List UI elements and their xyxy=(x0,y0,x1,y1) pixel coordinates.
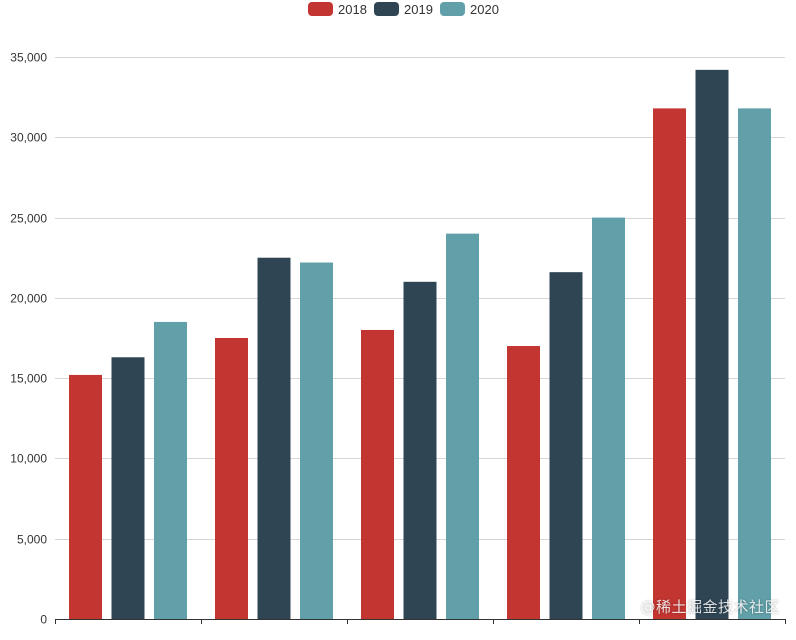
x-axis xyxy=(55,619,786,624)
bar-series xyxy=(69,69,771,620)
bar-2019[interactable] xyxy=(111,357,145,619)
legend-item-2019[interactable]: 2019 xyxy=(374,2,433,17)
bar-2020[interactable] xyxy=(738,108,771,619)
bar-2019[interactable] xyxy=(403,281,437,619)
bar-2018[interactable] xyxy=(507,346,540,619)
y-tick-label: 0 xyxy=(40,613,47,627)
bar-2018[interactable] xyxy=(69,374,102,619)
bar-2020[interactable] xyxy=(592,217,625,620)
bar-2019[interactable] xyxy=(549,272,583,619)
y-tick-label: 25,000 xyxy=(10,212,47,226)
legend-swatch xyxy=(374,2,399,16)
y-tick-label: 35,000 xyxy=(10,51,47,65)
bar-2020[interactable] xyxy=(300,262,333,619)
y-tick-label: 15,000 xyxy=(10,372,47,386)
bar-2018[interactable] xyxy=(361,329,394,619)
bar-2020[interactable] xyxy=(154,321,187,619)
y-axis: 0 5,000 10,000 15,000 20,000 25,000 30,000 35,0… xyxy=(10,51,47,627)
bar-2019[interactable] xyxy=(695,69,729,620)
legend-label: 2020 xyxy=(470,2,499,17)
watermark: @稀土掘金技术社区 xyxy=(640,598,780,616)
legend-label: 2019 xyxy=(404,2,433,17)
legend-label: 2018 xyxy=(338,2,367,17)
legend[interactable]: 2018 2019 2020 xyxy=(308,2,499,17)
legend-item-2020[interactable]: 2020 xyxy=(440,2,499,17)
bar-2018[interactable] xyxy=(653,108,686,619)
y-tick-label: 5,000 xyxy=(17,533,47,547)
y-tick-label: 30,000 xyxy=(10,131,47,145)
bar-2020[interactable] xyxy=(446,233,479,619)
bar-2018[interactable] xyxy=(215,338,248,619)
legend-swatch xyxy=(308,2,333,16)
legend-swatch xyxy=(440,2,465,16)
y-tick-label: 20,000 xyxy=(10,292,47,306)
bar-2019[interactable] xyxy=(257,257,291,619)
legend-item-2018[interactable]: 2018 xyxy=(308,2,367,17)
y-tick-label: 10,000 xyxy=(10,452,47,466)
